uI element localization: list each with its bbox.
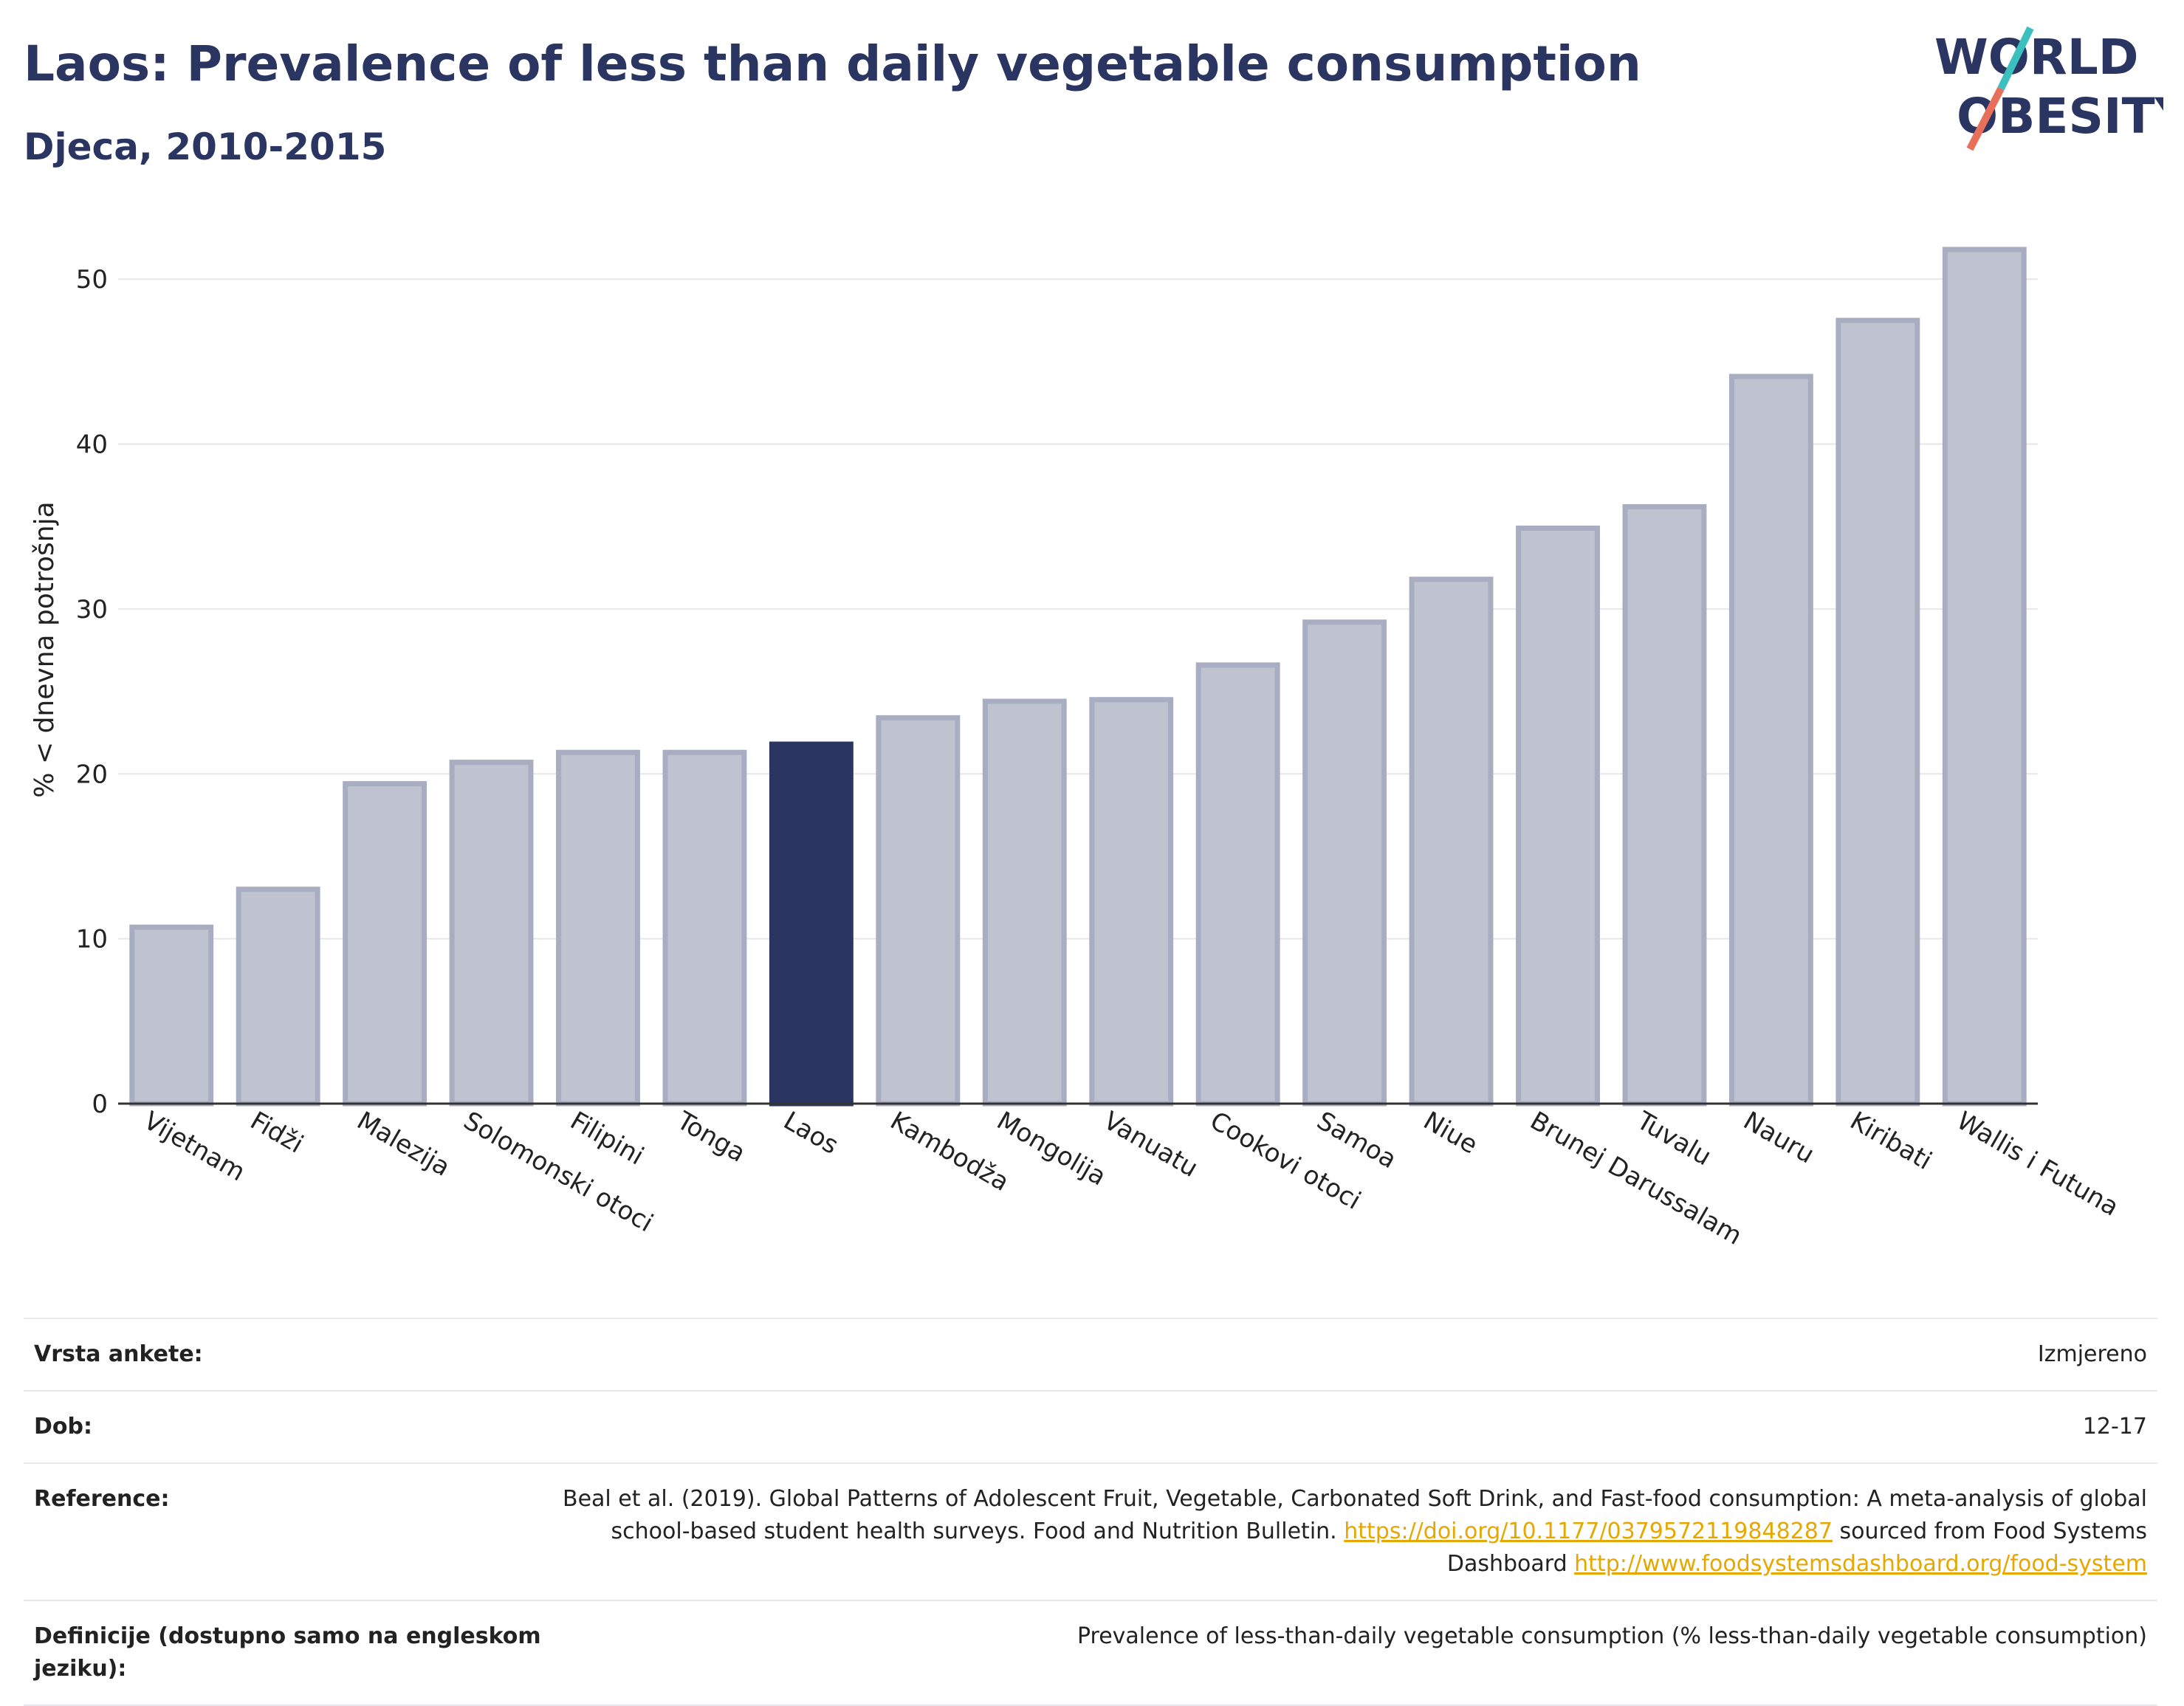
bar-samoa bbox=[1302, 619, 1387, 1107]
meta-row-reference: Reference: Beal et al. (2019). Global Pa… bbox=[24, 1462, 2157, 1600]
doi-link[interactable]: https://doi.org/10.1177/0379572119848287 bbox=[1344, 1518, 1833, 1544]
meta-value: Beal et al. (2019). Global Patterns of A… bbox=[551, 1462, 2157, 1600]
bar-mongolija bbox=[982, 698, 1067, 1107]
grid-lines bbox=[118, 278, 2038, 940]
y-tick-label: 20 bbox=[76, 760, 108, 789]
y-axis-label: % < dnevna potrošnja bbox=[30, 501, 60, 797]
chart-subtitle: Djeca, 2010-2015 bbox=[24, 125, 387, 168]
x-tick-label: Nauru bbox=[1738, 1106, 1819, 1169]
bar-vanuatu bbox=[1089, 697, 1174, 1107]
y-tick-label: 10 bbox=[76, 925, 108, 955]
metadata-table: Vrsta ankete: Izmjereno Dob: 12-17 Refer… bbox=[24, 1318, 2157, 1706]
meta-value: Prevalence of less-than-daily vegetable … bbox=[551, 1600, 2157, 1706]
x-tick-label: Laos bbox=[778, 1106, 843, 1160]
meta-row-definitions: Definicije (dostupno samo na engleskom j… bbox=[24, 1600, 2157, 1706]
bar-wallis-i-futuna bbox=[1942, 247, 2027, 1107]
bar-nauru bbox=[1728, 374, 1813, 1107]
bar-fidži bbox=[236, 887, 320, 1107]
bar-cookovi-otoci bbox=[1195, 662, 1280, 1107]
x-tick-label: Vijetnam bbox=[139, 1106, 250, 1187]
chart-title: Laos: Prevalence of less than daily vege… bbox=[24, 35, 1641, 92]
meta-value: 12-17 bbox=[551, 1390, 2157, 1463]
x-tick-label: Kambodža bbox=[885, 1106, 1014, 1197]
x-tick-label: Solomonski otoci bbox=[459, 1106, 658, 1238]
meta-key: Definicije (dostupno samo na engleskom j… bbox=[24, 1600, 551, 1706]
bar-vijetnam bbox=[129, 924, 214, 1107]
world-obesity-logo: WORLD OBESITY bbox=[1934, 26, 2163, 151]
bar-solomonski-otoci bbox=[449, 760, 534, 1107]
reference-text-mid: sourced from Food Systems Dashboard bbox=[1446, 1518, 2147, 1577]
x-tick-label: Wallis i Futuna bbox=[1951, 1106, 2123, 1222]
meta-value: Izmjereno bbox=[551, 1318, 2157, 1391]
bar-niue bbox=[1409, 577, 1494, 1107]
x-tick-label: Fidži bbox=[245, 1106, 308, 1159]
y-tick-label: 50 bbox=[76, 265, 108, 295]
meta-key: Vrsta ankete: bbox=[24, 1318, 551, 1391]
x-tick-label: Niue bbox=[1418, 1106, 1483, 1160]
logo-line2: OBESITY bbox=[1957, 88, 2163, 145]
bar-filipini bbox=[556, 749, 640, 1107]
x-tick-label: Samoa bbox=[1312, 1106, 1401, 1174]
bar-kambodža bbox=[876, 715, 961, 1107]
bar-laos bbox=[769, 741, 854, 1107]
y-tick-label: 40 bbox=[76, 430, 108, 460]
x-tick-label: Filipini bbox=[566, 1106, 649, 1171]
meta-key: Reference: bbox=[24, 1462, 551, 1600]
x-tick-label: Kiribati bbox=[1845, 1106, 1937, 1176]
y-tick-labels: 0 10 20 30 40 50 bbox=[76, 265, 108, 1119]
bar-brunej-darussalam bbox=[1516, 525, 1600, 1107]
logo-slash-teal bbox=[1997, 26, 2034, 91]
bar-kiribati bbox=[1836, 317, 1920, 1107]
reference-text: Beal et al. (2019). Global Patterns of A… bbox=[562, 1486, 2147, 1544]
bar-tuvalu bbox=[1622, 503, 1707, 1107]
x-tick-label: Tonga bbox=[671, 1106, 750, 1169]
logo-line1: WORLD bbox=[1934, 29, 2139, 86]
dashboard-link[interactable]: http://www.foodsystemsdashboard.org/food… bbox=[1574, 1551, 2147, 1577]
meta-key: Dob: bbox=[24, 1390, 551, 1463]
bar-malezija bbox=[343, 781, 427, 1107]
y-tick-label: 30 bbox=[76, 595, 108, 625]
x-tick-label: Vanuatu bbox=[1099, 1106, 1203, 1183]
bars bbox=[129, 247, 2027, 1107]
x-tick-label: Tuvalu bbox=[1631, 1106, 1716, 1172]
bar-tonga bbox=[662, 749, 747, 1107]
meta-row-survey-type: Vrsta ankete: Izmjereno bbox=[24, 1318, 2157, 1391]
x-tick-label: Malezija bbox=[352, 1106, 456, 1183]
logo-slash-red bbox=[1966, 86, 2005, 151]
y-tick-label: 0 bbox=[92, 1090, 108, 1119]
meta-row-age: Dob: 12-17 bbox=[24, 1390, 2157, 1463]
